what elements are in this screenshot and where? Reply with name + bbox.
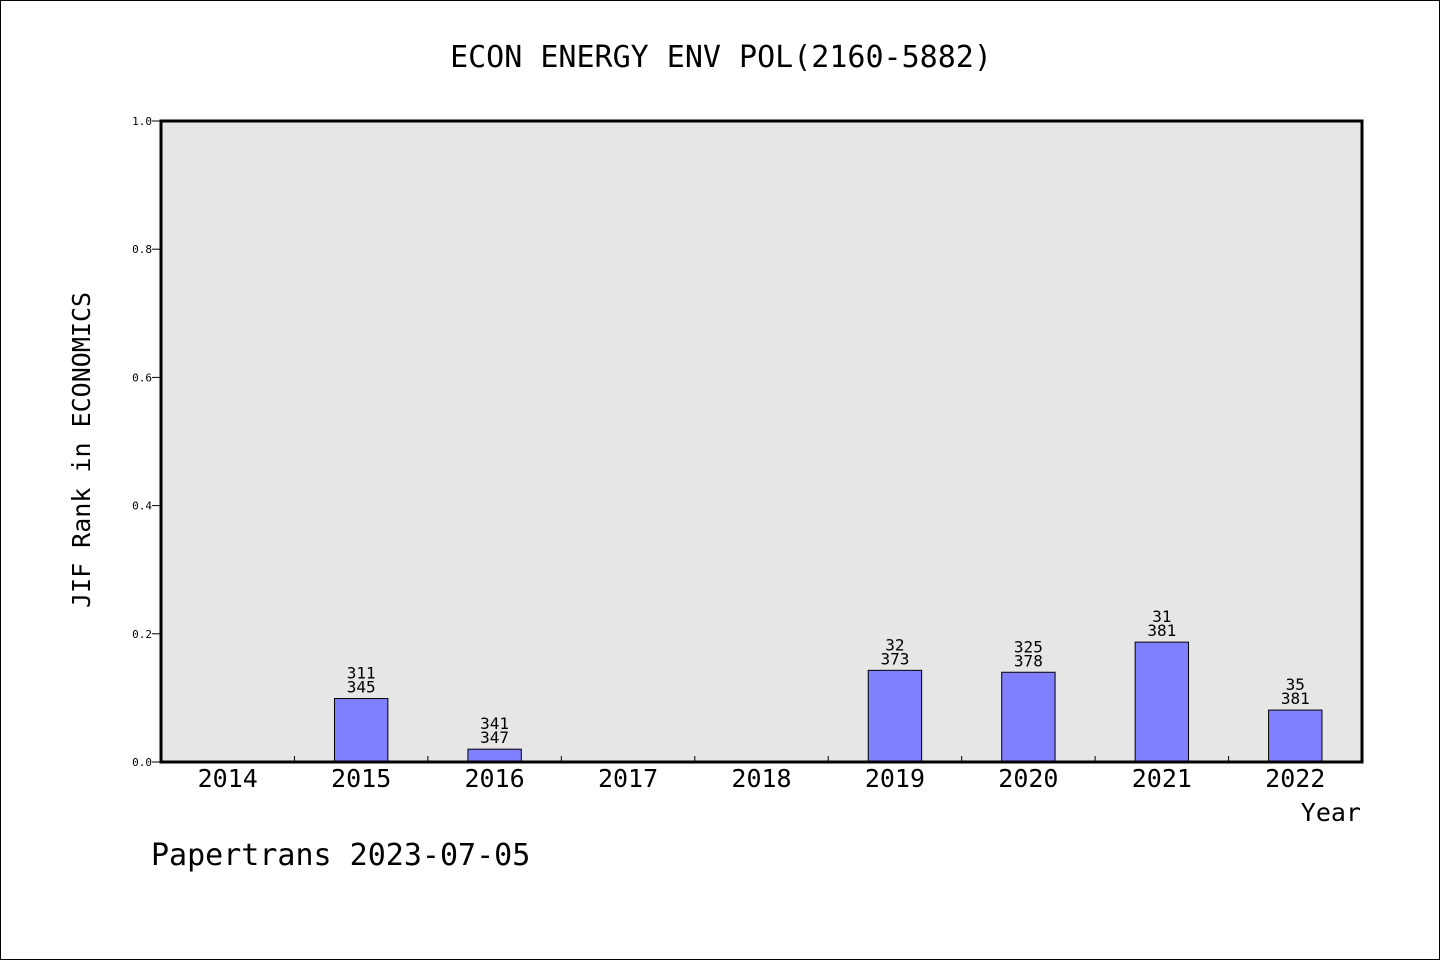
y-tick-label: 0.6 [132, 371, 152, 384]
bar [467, 748, 522, 763]
bar-label-top: 311 [347, 664, 376, 683]
x-tick-label: 2015 [331, 764, 391, 793]
y-tick-label: 0.8 [132, 243, 152, 256]
x-tick-label: 2021 [1132, 764, 1192, 793]
y-axis-label: JIF Rank in ECONOMICS [67, 292, 96, 608]
x-axis: 2014 2015 2016 2017 2018 2019 2020 2021 2022 [198, 756, 1325, 793]
bar-label-bottom: 345 [347, 678, 376, 697]
x-tick-label: 2022 [1265, 764, 1325, 793]
bar-series [333, 641, 1323, 763]
bar-label-top: 341 [480, 714, 509, 733]
y-tick-label: 0.0 [132, 756, 152, 769]
y-tick-label: 0.2 [132, 628, 152, 641]
bar [1268, 709, 1323, 763]
bar-label-top: 32 [885, 635, 904, 654]
bar-label-top: 325 [1014, 637, 1043, 656]
bar-label-top: 31 [1152, 607, 1171, 626]
x-tick-label: 2014 [198, 764, 258, 793]
bar [1134, 641, 1190, 763]
footer-date-stamp: Papertrans 2023-07-05 [151, 838, 530, 873]
x-axis-label: Year [1301, 798, 1361, 827]
y-axis: 0.0 0.2 0.4 0.6 0.8 1.0 [132, 115, 161, 769]
bar-label-bottom: 381 [1147, 621, 1176, 640]
bar-label-bottom: 347 [480, 728, 509, 747]
x-tick-label: 2020 [998, 764, 1058, 793]
bar-label-bottom: 381 [1281, 689, 1310, 708]
y-tick-label: 0.4 [132, 500, 152, 513]
x-tick-label: 2016 [465, 764, 525, 793]
x-tick-label: 2019 [865, 764, 925, 793]
bar-label-top: 35 [1286, 675, 1305, 694]
bar-label-bottom: 373 [880, 649, 909, 668]
x-tick-label: 2017 [598, 764, 658, 793]
x-tick-label: 2018 [731, 764, 791, 793]
bar [867, 669, 923, 763]
bar-label-bottom: 378 [1014, 651, 1043, 670]
y-tick-label: 1.0 [132, 115, 152, 128]
chart-title: ECON ENERGY ENV POL(2160-5882) [450, 40, 992, 75]
bar [333, 698, 389, 763]
bar [1001, 671, 1056, 763]
plot-border [159, 119, 1364, 764]
